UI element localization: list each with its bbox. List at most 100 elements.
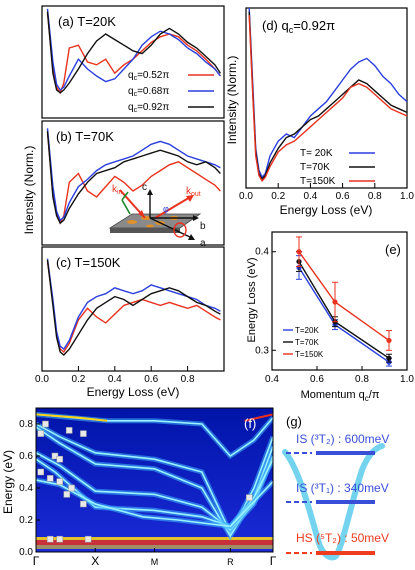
potential-parabola	[282, 443, 385, 561]
sample-dot	[127, 220, 137, 224]
k-in-arrowhead	[138, 210, 145, 218]
ytick-label: 0.6	[19, 451, 33, 462]
xtick-label: 0.2	[71, 374, 85, 385]
series-line-1	[46, 258, 221, 351]
xtick-label: X	[91, 554, 99, 568]
xtick-label: 0.6	[336, 191, 350, 202]
panel-e-ticks: 0.4 0.6 0.8 1.0 0.3 0.4	[255, 247, 414, 385]
panel-d-plot	[248, 7, 408, 182]
sample-slab-side	[110, 228, 180, 233]
data-point	[296, 249, 302, 255]
polarization-arrow	[121, 199, 131, 215]
panel-c-plot	[46, 258, 221, 356]
c-axis-label: c	[142, 182, 147, 193]
panel-b-label: (b) T=70K	[56, 129, 114, 144]
k-out-arrowhead	[186, 195, 194, 202]
data-marker	[37, 430, 44, 437]
data-marker	[63, 491, 71, 498]
panel-c-frame	[41, 246, 225, 372]
series-line-0	[46, 261, 221, 354]
k-in-label: kin	[112, 184, 123, 196]
panel-f-label: (f)	[244, 416, 256, 431]
data-marker	[56, 478, 63, 485]
band-hs-yellow	[36, 537, 273, 540]
panel-b-frame	[41, 120, 225, 246]
panel-d-ylabel: Intensity (Norm.)	[225, 56, 239, 145]
panel-abc-ylabel: Intensity (Norm.)	[22, 146, 36, 235]
panel-f-ticks: 0.0 0.2 0.4 0.6 0.8 Γ X M R Γ	[19, 419, 277, 568]
panel-e-plot	[296, 236, 392, 367]
xtick-label: 0.4	[108, 374, 122, 385]
band-top-red	[244, 413, 273, 422]
data-point	[332, 299, 338, 305]
data-marker	[68, 484, 75, 492]
panel-e-label: (e)	[385, 242, 401, 257]
k-out-label: kout	[186, 186, 201, 198]
scattering-geometry-inset: φ c b a kin kout	[108, 182, 206, 249]
series-line-1	[46, 128, 221, 222]
data-marker	[37, 468, 44, 476]
xtick-label: Γ	[270, 554, 277, 568]
xtick-label: 0.4	[265, 374, 279, 385]
data-markers	[37, 420, 253, 543]
level-label-is-340: IS (³T₁) : 340meV	[296, 481, 389, 495]
xtick-label: R	[227, 557, 234, 567]
phi-label: φ	[163, 204, 169, 214]
c-axis-arrowhead	[147, 189, 153, 195]
k-out-arrow	[154, 195, 193, 219]
legend-label-e-70k: T=70K	[295, 338, 319, 347]
legend-label-e-20k: T=20K	[295, 326, 319, 335]
panel-c-label: (c) T=150K	[56, 255, 121, 270]
panel-a-legend: qc=0.52π qc=0.68π qc=0.92π	[128, 70, 214, 114]
rotation-arc	[173, 222, 187, 238]
legend-label-092: qc=0.92π	[128, 102, 169, 114]
xtick-label: 0.8	[355, 374, 369, 385]
panel-d-label: (d) qc=0.92π	[262, 18, 335, 35]
series-line-2	[46, 260, 221, 356]
panel-e-legend: T=20K T=70K T=150K	[283, 326, 324, 359]
a-axis-label: a	[200, 238, 206, 249]
data-point	[386, 337, 392, 344]
xtick-label: 0.6	[144, 374, 158, 385]
panel-a-frame	[41, 5, 225, 119]
series-line-2	[46, 11, 221, 94]
ytick-label: 0.2	[19, 515, 33, 526]
xtick-label: 0.8	[368, 191, 382, 202]
panel-f-heatmap	[36, 408, 273, 552]
ytick-label: 0.0	[19, 547, 33, 558]
xtick-label: 0.0	[239, 191, 253, 202]
series-line-0	[248, 7, 408, 179]
level-label-is-600: IS (³T₂) : 600meV	[296, 432, 389, 446]
b-axis-label: b	[200, 221, 206, 232]
panel-b-plot	[46, 128, 221, 225]
series-line-0	[298, 267, 390, 363]
legend-label-70k: T=70K	[300, 162, 330, 173]
legend-label-068: qc=0.68π	[128, 86, 169, 98]
data-point	[386, 355, 392, 361]
panel-e-xlabel: Momentum qc/π	[301, 389, 380, 403]
xtick-label: 1.0	[400, 191, 414, 202]
data-marker	[46, 475, 54, 482]
data-marker	[84, 535, 92, 543]
ytick-label: 0.4	[19, 483, 33, 494]
series-line-0	[46, 12, 221, 95]
xtick-label: 1.0	[400, 374, 414, 385]
data-marker	[56, 455, 63, 463]
data-marker	[80, 430, 87, 437]
panel-d-xticks: 0.0 0.2 0.4 0.6 0.8 1.0	[239, 183, 414, 202]
xtick-label: 0.8	[181, 374, 195, 385]
panel-e-ylabel: Energy Loss (eV)	[246, 258, 258, 343]
panel-f-ylabel: Energy (eV)	[1, 450, 15, 514]
xtick-label: 0.2	[271, 191, 285, 202]
panel-d-frame	[245, 7, 408, 189]
panel-d-legend: T= 20K T=70K T=150K	[300, 148, 375, 187]
series-line-1	[46, 8, 221, 92]
xtick-label: Γ	[33, 554, 40, 568]
data-marker	[56, 535, 63, 543]
sample-dot	[146, 224, 154, 228]
panel-c-xlabel: Energy Loss (eV)	[87, 385, 180, 399]
xtick-label: 0.6	[310, 374, 324, 385]
data-marker	[46, 535, 54, 543]
panel-a-plot	[46, 8, 221, 95]
